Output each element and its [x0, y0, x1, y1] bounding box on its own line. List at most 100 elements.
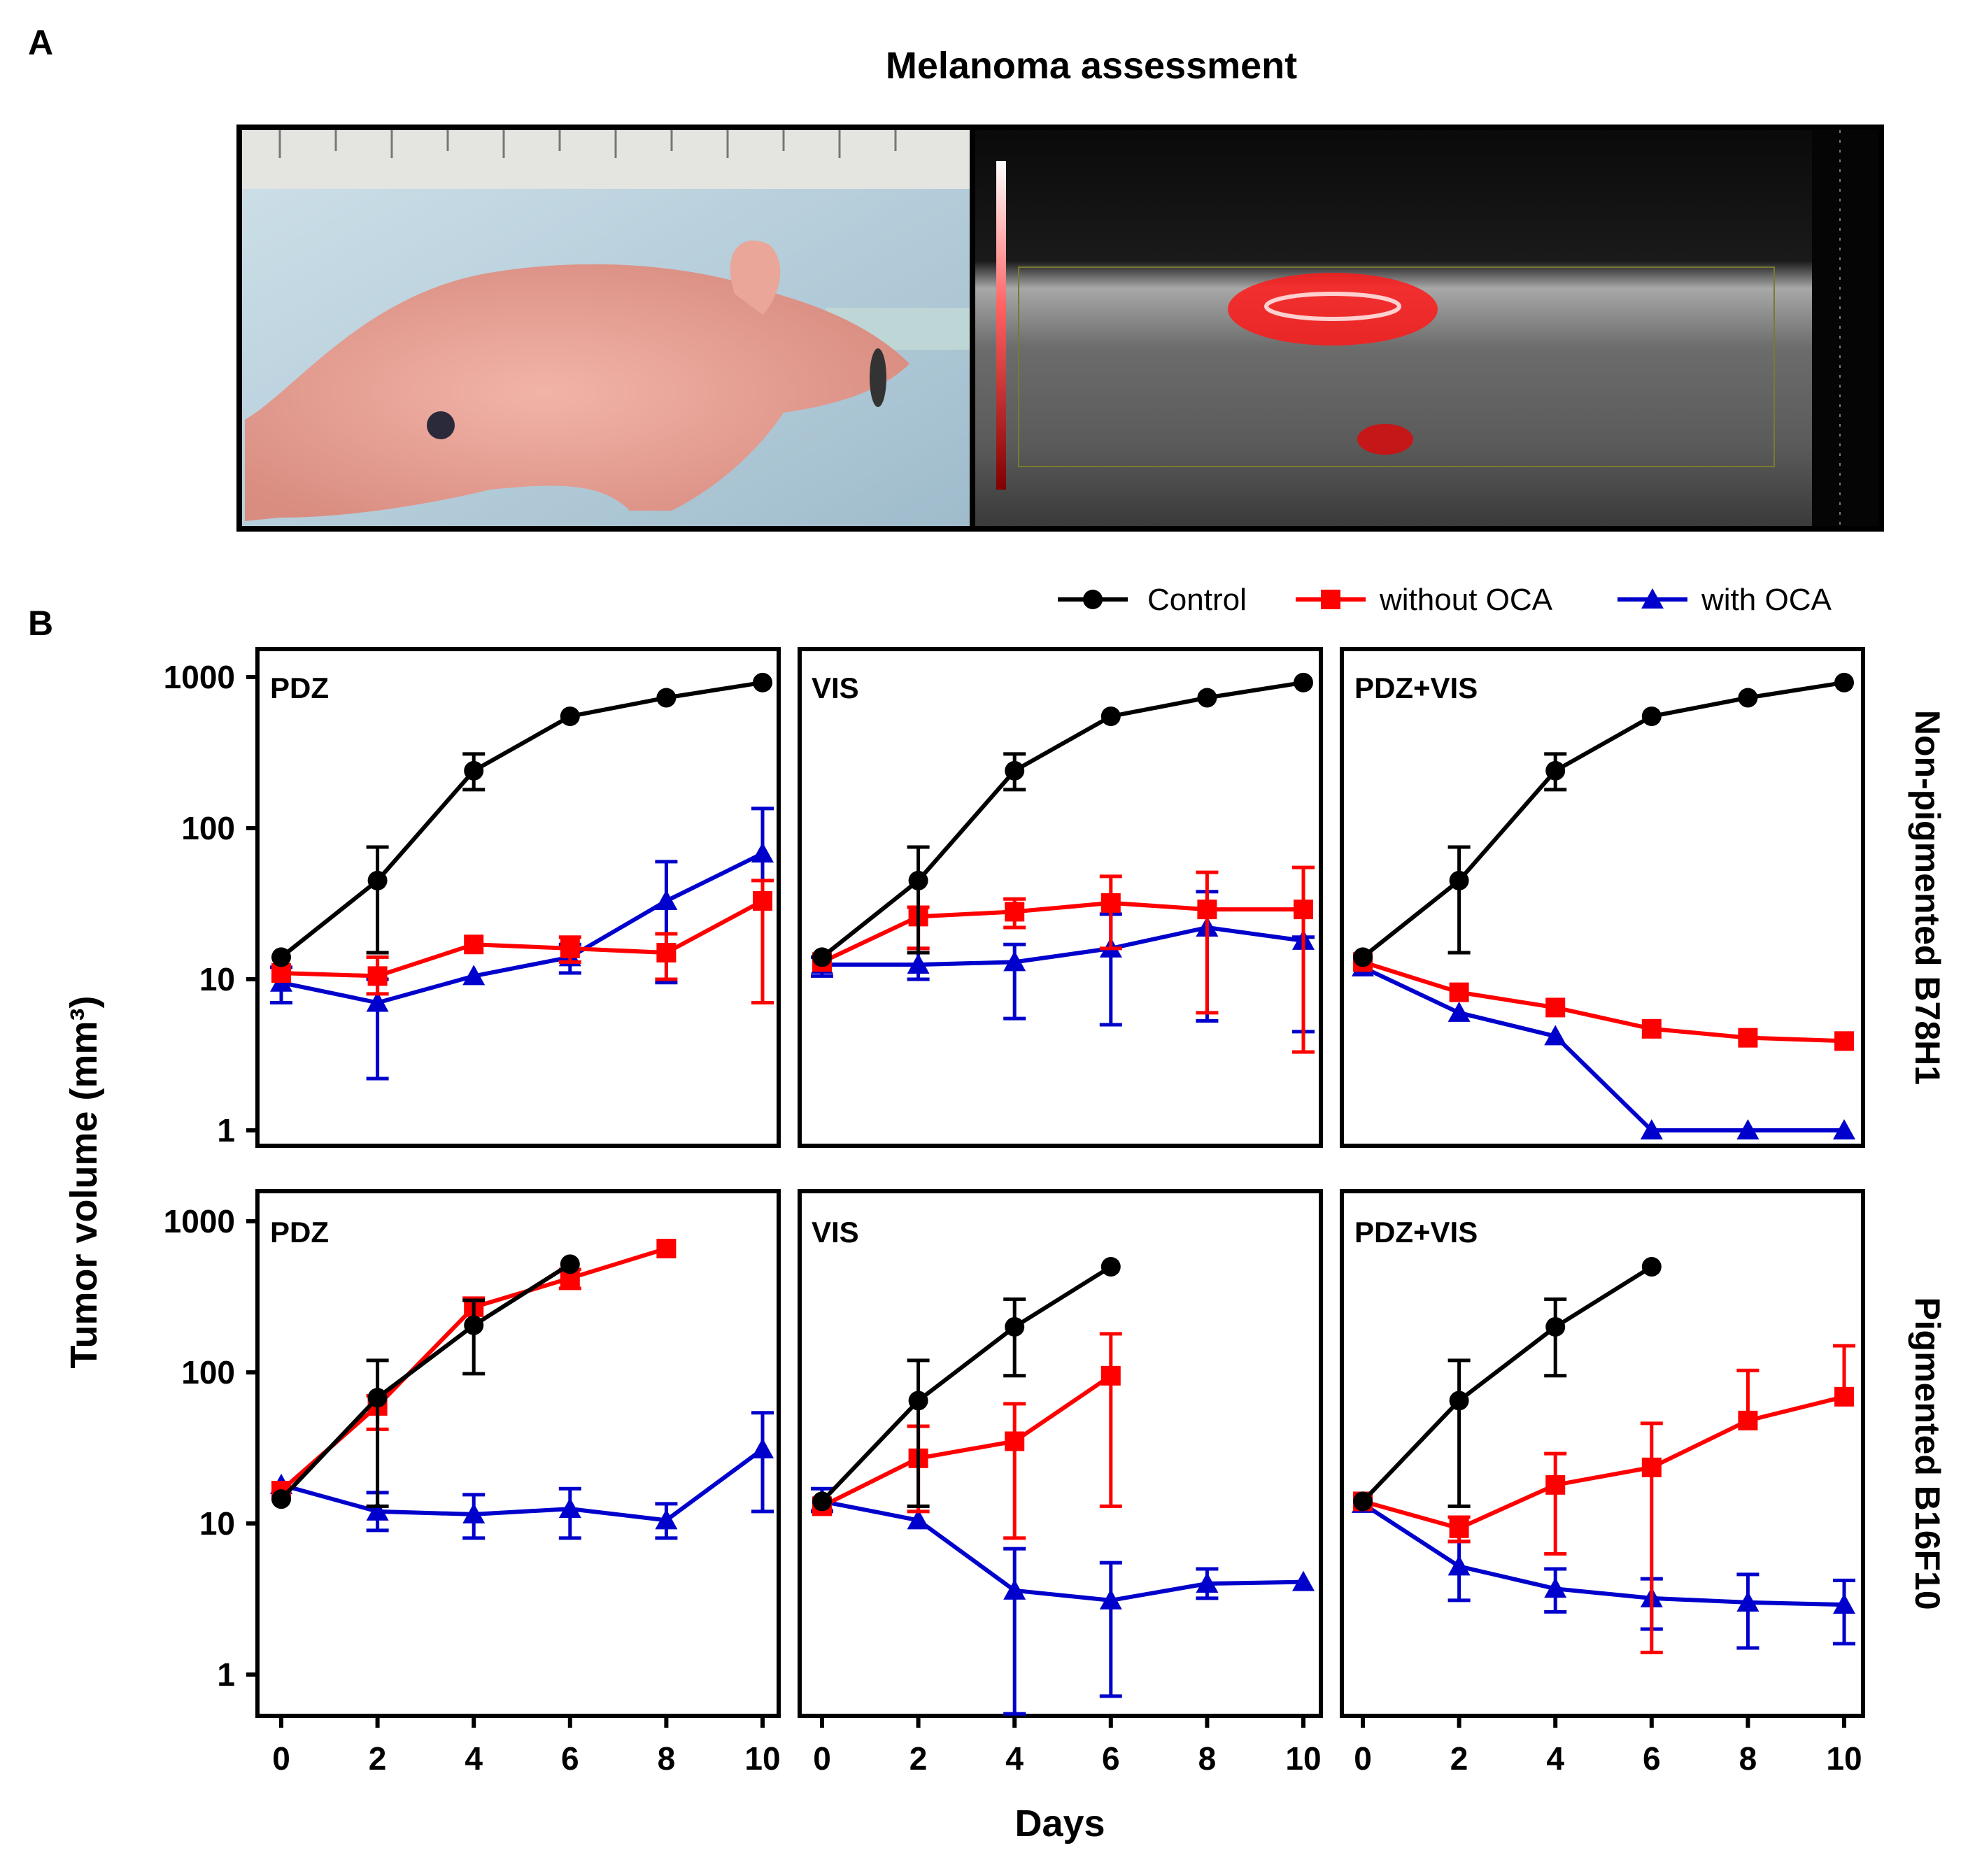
data-point-control: [812, 1491, 832, 1512]
x-tick-8: 8: [1198, 1740, 1217, 1777]
series-line-with-oca: [1361, 1502, 1845, 1607]
data-point-with-oca: [1196, 1572, 1219, 1593]
data-point-control: [908, 870, 928, 890]
data-point-with-oca: [1003, 951, 1026, 972]
series-control: [1353, 1257, 1662, 1512]
series-without-oca: [812, 865, 1315, 1054]
series-line-without-oca: [1362, 1394, 1845, 1530]
series-with-oca: [1352, 1492, 1855, 1650]
data-point-without-oca: [1449, 1518, 1469, 1538]
x-tick-4: 4: [465, 1740, 483, 1777]
data-point-control: [1005, 1316, 1025, 1337]
data-point-without-oca: [464, 935, 484, 955]
data-point-control: [464, 760, 484, 781]
x-tick-10: 10: [1285, 1740, 1321, 1777]
series-line-control: [1361, 1265, 1653, 1503]
series-control: [812, 672, 1313, 967]
data-point-control: [1294, 672, 1313, 692]
legend-without-oca: without OCA: [1296, 583, 1553, 617]
data-point-with-oca: [462, 1502, 486, 1523]
data-point-with-oca: [1003, 1579, 1026, 1600]
data-point-control: [271, 1489, 291, 1509]
data-point-control: [1100, 1257, 1121, 1277]
data-point-with-oca: [1544, 1577, 1567, 1598]
y-axis-row1: [246, 675, 257, 1132]
x-axis: 0 2 4 6 8 10 0 2 4 6 8 10 0 2 4 6 8 10: [272, 1716, 1862, 1777]
data-point-with-oca: [1292, 1570, 1315, 1591]
y-tick-1000-row2: 1000: [164, 1203, 235, 1239]
data-point-without-oca: [1100, 1365, 1121, 1386]
plot-pigmented-b16f10-vis: [811, 1257, 1315, 1716]
data-point-control: [1545, 760, 1566, 781]
data-point-without-oca: [1294, 900, 1313, 920]
subplot-title-row1-vis: VIS: [812, 671, 859, 704]
data-point-without-oca: [1545, 1474, 1566, 1495]
x-tick-0: 0: [272, 1740, 290, 1777]
plot-non-pigmented-b78h1-vis: [811, 672, 1315, 1054]
data-point-control: [464, 1315, 484, 1335]
series-line-control: [820, 1265, 1112, 1503]
data-point-control: [271, 947, 291, 967]
data-point-with-oca: [1099, 1589, 1122, 1609]
series-line-without-oca: [821, 900, 1303, 965]
series-control: [271, 672, 772, 967]
data-point-control: [1005, 760, 1025, 781]
data-point-with-oca: [366, 991, 389, 1012]
data-point-without-oca: [1545, 997, 1566, 1018]
data-point-control: [1545, 1316, 1566, 1337]
data-point-control: [1641, 1257, 1662, 1277]
x-tick-4: 4: [1546, 1740, 1564, 1777]
series-without-oca: [1353, 1344, 1855, 1654]
plot-frame-row1-vis: [798, 647, 1323, 1148]
x-tick-6: 6: [1102, 1740, 1120, 1777]
panel-a-label: A: [28, 23, 53, 62]
series-line-without-oca: [821, 1374, 1112, 1509]
series-line-control: [1361, 680, 1845, 959]
data-point-control: [1353, 947, 1373, 967]
series-with-oca: [811, 1486, 1315, 1716]
legend-control-label: Control: [1147, 583, 1247, 617]
series-line-control: [279, 1262, 572, 1501]
data-point-without-oca: [1738, 1028, 1758, 1048]
plot-non-pigmented-b78h1-pdz-vis: [1352, 672, 1855, 1139]
data-point-with-oca: [1833, 1593, 1855, 1614]
data-point-control: [1834, 672, 1854, 692]
legend-control-marker: [1083, 590, 1103, 609]
y-tick-1-row1: 1: [217, 1112, 235, 1149]
subplot-title-row1-pdzvis: PDZ+VIS: [1354, 671, 1478, 704]
subplot-title-row2-vis: VIS: [812, 1216, 859, 1249]
y-tick-100-row2: 100: [181, 1354, 235, 1391]
data-point-control: [1449, 870, 1469, 890]
x-tick-8: 8: [1739, 1740, 1757, 1777]
series-line-control: [821, 680, 1304, 959]
data-point-without-oca: [560, 938, 580, 958]
series-without-oca: [1353, 952, 1854, 1051]
series-with-oca: [270, 806, 774, 1081]
data-point-control: [753, 672, 772, 692]
series-line-with-oca: [1361, 965, 1844, 1132]
data-point-with-oca: [907, 953, 930, 974]
data-point-with-oca: [1640, 1119, 1663, 1139]
series-line-with-oca: [821, 1499, 1304, 1603]
row-label-pigmented: Pigmented B16F10: [1908, 1297, 1947, 1609]
data-point-with-oca: [655, 1509, 678, 1530]
series-line-control: [280, 680, 763, 959]
data-point-without-oca: [1834, 1031, 1854, 1051]
data-point-without-oca: [1197, 900, 1217, 920]
series-line-with-oca: [822, 925, 1304, 967]
x-tick-8: 8: [658, 1740, 676, 1777]
legend-with-oca-marker: [1641, 588, 1664, 609]
data-point-with-oca: [462, 965, 486, 986]
data-point-without-oca: [656, 1238, 677, 1258]
x-tick-10: 10: [744, 1740, 780, 1777]
y-tick-100-row1: 100: [181, 810, 235, 846]
data-point-control: [1449, 1391, 1469, 1411]
x-tick-2: 2: [909, 1740, 928, 1777]
data-point-without-oca: [656, 942, 677, 962]
subplot-title-row2-pdz: PDZ: [270, 1216, 329, 1249]
y-tick-1-row2: 1: [217, 1656, 235, 1693]
x-tick-10: 10: [1826, 1740, 1862, 1777]
data-point-with-oca: [907, 1509, 930, 1530]
subplot-title-row1-pdz: PDZ: [270, 671, 329, 704]
